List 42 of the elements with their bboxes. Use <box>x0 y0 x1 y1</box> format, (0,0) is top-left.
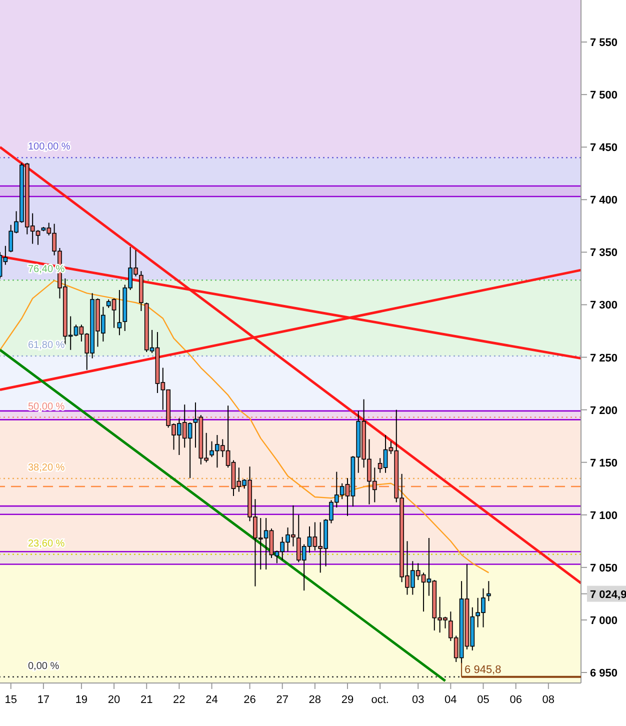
annotation: 0,00 % <box>28 660 60 672</box>
x-tick-label: 29 <box>341 694 354 706</box>
x-tick-label: 05 <box>477 694 490 706</box>
annotation: 100,00 % <box>28 142 70 153</box>
annotation: 61,80 % <box>28 340 65 351</box>
annotation: 38,20 % <box>28 462 65 474</box>
x-tick-label: 15 <box>4 694 17 706</box>
annotation: 6 945,8 <box>464 664 502 676</box>
x-tick-label: 26 <box>244 694 256 706</box>
y-tick-label: 7 450 <box>590 142 618 154</box>
x-tick-label: 28 <box>308 694 322 706</box>
y-tick-label: 7 500 <box>590 90 618 102</box>
x-tick-label: oct. <box>371 694 389 706</box>
y-tick-label: 7 400 <box>590 194 618 207</box>
annotation: 23,60 % <box>28 538 65 550</box>
x-tick-label: 04 <box>444 694 457 706</box>
x-tick-label: 27 <box>276 694 288 706</box>
x-tick-label: 22 <box>173 694 186 706</box>
y-tick-label: 7 150 <box>590 457 618 470</box>
y-tick-label: 7 000 <box>590 614 618 627</box>
x-tick-label: 21 <box>140 694 153 706</box>
y-tick-label: 7 350 <box>590 247 618 260</box>
y-tick-label: 6 950 <box>590 667 618 680</box>
line-series <box>0 280 490 574</box>
candlestick <box>117 290 122 336</box>
candlestick <box>486 580 491 602</box>
y-tick-label: 7 024,9 <box>590 588 626 601</box>
x-tick-label: 24 <box>206 694 218 706</box>
y-tick-label: 7 200 <box>590 404 618 417</box>
x-tick-label: 08 <box>542 694 555 706</box>
x-tick-label: 17 <box>37 694 50 706</box>
annotation: 50,00 % <box>28 401 65 412</box>
x-tick-label: 19 <box>75 694 88 706</box>
x-tick-label: 03 <box>412 694 424 706</box>
y-tick-label: 7 050 <box>590 562 618 574</box>
y-tick-label: 7 550 <box>590 37 618 50</box>
y-tick-label: 7 100 <box>590 510 618 522</box>
x-tick-label: 06 <box>510 694 522 706</box>
annotation: 76,40 % <box>28 264 65 276</box>
y-tick-label: 7 250 <box>590 352 618 364</box>
y-tick-label: 7 300 <box>590 300 618 312</box>
x-tick-label: 20 <box>108 694 120 706</box>
